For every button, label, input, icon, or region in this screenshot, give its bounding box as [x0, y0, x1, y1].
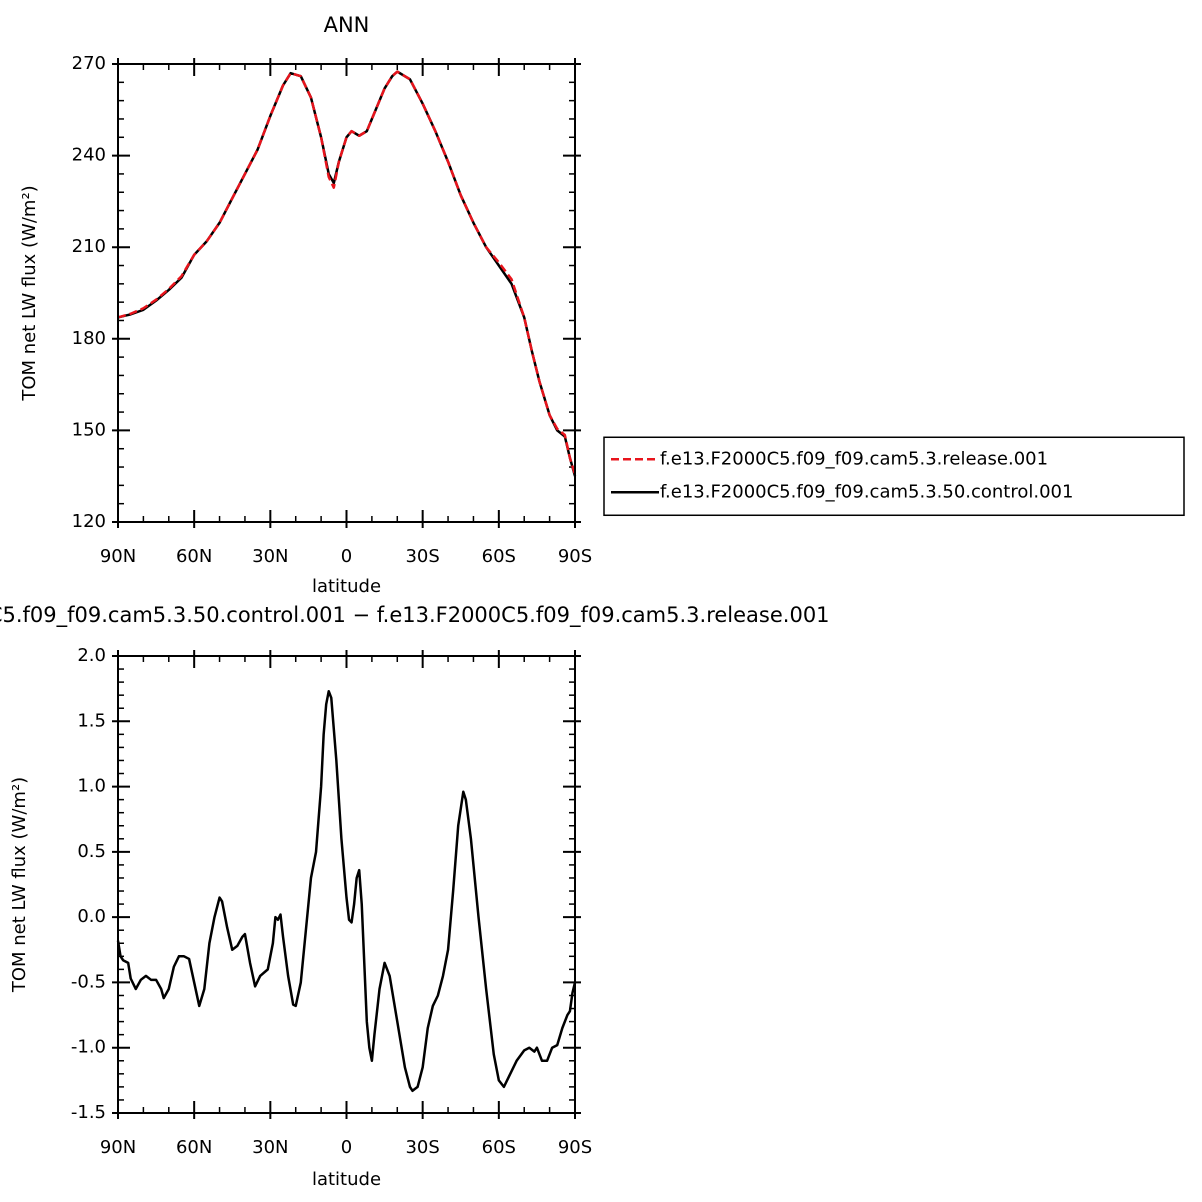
- y-tick-label: 1.0: [77, 776, 106, 797]
- y-tick-label: 1.5: [77, 710, 106, 731]
- legend-box: [603, 436, 1185, 517]
- y-axis-label: TOM net LW flux (W/m²): [9, 777, 30, 993]
- data-line: [117, 70, 577, 477]
- y-tick-label: 120: [72, 511, 106, 532]
- x-tick-label: 90S: [558, 546, 592, 567]
- y-tick-label: 270: [72, 53, 106, 74]
- x-tick-label: 90S: [558, 1137, 592, 1158]
- y-tick-label: 180: [72, 328, 106, 349]
- x-tick-label: 60S: [482, 546, 516, 567]
- x-tick-label: 30S: [405, 546, 439, 567]
- chart-title: f.e13.F2000C5.f09_f09.cam5.3.50.control.…: [0, 603, 830, 628]
- y-tick-label: 2.0: [77, 645, 106, 666]
- x-axis-label: latitude: [312, 576, 381, 597]
- x-axis-label: latitude: [312, 1169, 381, 1190]
- legend-label: f.e13.F2000C5.f09_f09.cam5.3.release.001: [660, 448, 1048, 469]
- legend-label: f.e13.F2000C5.f09_f09.cam5.3.50.control.…: [660, 481, 1073, 502]
- x-tick-label: 0: [341, 1137, 352, 1158]
- data-line: [116, 690, 577, 1093]
- x-tick-label: 0: [341, 546, 352, 567]
- x-tick-label: 30S: [405, 1137, 439, 1158]
- x-tick-label: 30N: [252, 1137, 288, 1158]
- y-tick-label: 0.0: [77, 906, 106, 927]
- x-tick-label: 90N: [100, 1137, 136, 1158]
- plot-frame: [117, 63, 576, 523]
- x-tick-label: 60N: [176, 546, 212, 567]
- y-tick-label: -1.0: [71, 1037, 106, 1058]
- y-tick-label: 0.5: [77, 841, 106, 862]
- y-tick-label: 150: [72, 419, 106, 440]
- plot-frame: [117, 655, 576, 1114]
- x-tick-label: 90N: [100, 546, 136, 567]
- y-tick-label: 210: [72, 236, 106, 257]
- data-line: [117, 70, 577, 476]
- y-axis-label: TOM net LW flux (W/m²): [19, 185, 40, 401]
- y-tick-label: -0.5: [71, 971, 106, 992]
- chart-title: ANN: [324, 13, 370, 37]
- x-tick-label: 30N: [252, 546, 288, 567]
- x-tick-label: 60N: [176, 1137, 212, 1158]
- y-tick-label: 240: [72, 145, 106, 166]
- x-tick-label: 60S: [482, 1137, 516, 1158]
- y-tick-label: -1.5: [71, 1102, 106, 1123]
